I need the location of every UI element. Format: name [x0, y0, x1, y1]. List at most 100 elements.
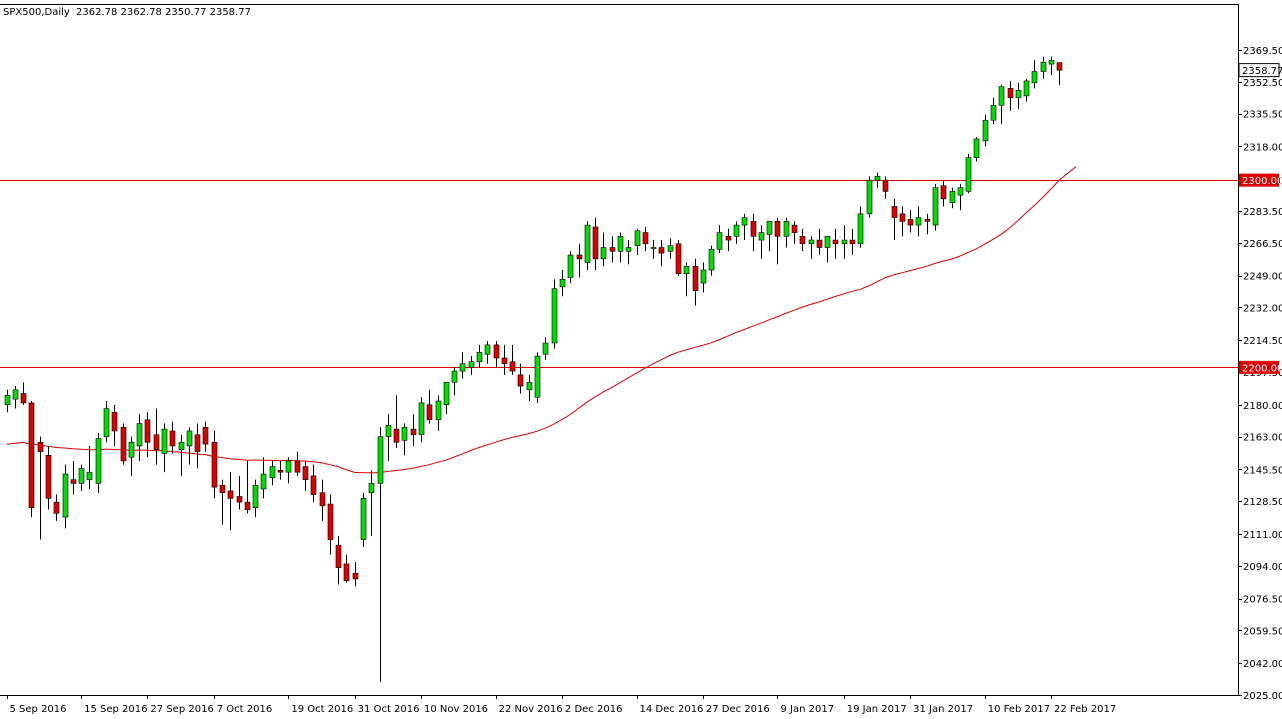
candle[interactable] — [609, 236, 616, 263]
candle[interactable] — [95, 432, 102, 493]
candle[interactable] — [202, 421, 209, 452]
candle[interactable] — [277, 460, 284, 480]
candle[interactable] — [144, 412, 151, 458]
candle[interactable] — [236, 475, 243, 510]
candle[interactable] — [186, 427, 193, 465]
candle[interactable] — [435, 395, 442, 431]
candle[interactable] — [178, 434, 185, 476]
candle[interactable] — [78, 464, 85, 491]
candle[interactable] — [642, 226, 649, 252]
candle[interactable] — [1015, 82, 1022, 110]
candle[interactable] — [758, 225, 765, 259]
candle[interactable] — [62, 464, 69, 529]
candle[interactable] — [45, 445, 52, 510]
candle[interactable] — [252, 479, 259, 518]
candle[interactable] — [451, 367, 458, 396]
candle[interactable] — [816, 228, 823, 256]
candle[interactable] — [468, 356, 475, 375]
candle[interactable] — [733, 221, 740, 244]
candle[interactable] — [650, 240, 657, 259]
candle[interactable] — [244, 460, 251, 514]
candle[interactable] — [509, 344, 516, 375]
candle[interactable] — [683, 262, 690, 297]
candle[interactable] — [302, 460, 309, 491]
candle[interactable] — [111, 404, 118, 446]
candle[interactable] — [841, 225, 848, 259]
candle[interactable] — [136, 414, 143, 461]
candle[interactable] — [410, 414, 417, 446]
candle[interactable] — [700, 262, 707, 293]
candle[interactable] — [932, 183, 939, 231]
candle[interactable] — [617, 232, 624, 263]
candle[interactable] — [4, 389, 11, 413]
candle[interactable] — [493, 341, 500, 368]
candle[interactable] — [426, 389, 433, 424]
candle[interactable] — [708, 245, 715, 276]
candle[interactable] — [53, 494, 60, 521]
candle[interactable] — [783, 217, 790, 248]
candle[interactable] — [20, 382, 27, 405]
candle[interactable] — [915, 206, 922, 237]
candle[interactable] — [517, 363, 524, 394]
candle[interactable] — [418, 397, 425, 443]
candle[interactable] — [957, 183, 964, 211]
candle[interactable] — [459, 352, 466, 379]
candle[interactable] — [1056, 62, 1063, 86]
candle[interactable] — [1040, 56, 1047, 80]
candle[interactable] — [741, 213, 748, 241]
candle[interactable] — [634, 228, 641, 256]
candle[interactable] — [924, 213, 931, 235]
candle[interactable] — [998, 84, 1005, 124]
candle[interactable] — [327, 494, 334, 555]
candle[interactable] — [600, 232, 607, 267]
candle[interactable] — [501, 344, 508, 375]
candle[interactable] — [319, 479, 326, 521]
candle[interactable] — [592, 217, 599, 270]
candle[interactable] — [849, 228, 856, 256]
candle[interactable] — [1031, 60, 1038, 89]
candle[interactable] — [37, 436, 44, 540]
candle[interactable] — [576, 243, 583, 278]
candle[interactable] — [12, 386, 19, 409]
candle[interactable] — [120, 423, 127, 465]
candle[interactable] — [1007, 80, 1014, 111]
candle[interactable] — [940, 180, 947, 207]
candle[interactable] — [360, 492, 367, 548]
candle[interactable] — [269, 460, 276, 486]
candle[interactable] — [343, 554, 350, 583]
candle[interactable] — [285, 457, 292, 484]
candle[interactable] — [965, 153, 972, 194]
candle[interactable] — [542, 337, 549, 360]
candle[interactable] — [227, 472, 234, 531]
candle[interactable] — [1048, 56, 1055, 76]
candle[interactable] — [169, 421, 176, 454]
candle[interactable] — [28, 401, 35, 518]
candle[interactable] — [559, 269, 566, 297]
candle[interactable] — [260, 457, 267, 499]
candle[interactable] — [658, 240, 665, 267]
candle[interactable] — [750, 213, 757, 252]
candle[interactable] — [625, 240, 632, 265]
candle[interactable] — [377, 427, 384, 682]
candle[interactable] — [526, 374, 533, 402]
candle[interactable] — [799, 228, 806, 252]
candle[interactable] — [725, 228, 732, 252]
candle[interactable] — [808, 236, 815, 259]
candle[interactable] — [368, 470, 375, 536]
candle[interactable] — [476, 344, 483, 368]
candle[interactable] — [675, 240, 682, 276]
candle[interactable] — [310, 464, 317, 503]
candle[interactable] — [551, 279, 558, 349]
candle[interactable] — [891, 198, 898, 241]
candle[interactable] — [584, 221, 591, 270]
candle[interactable] — [874, 172, 881, 188]
candle[interactable] — [667, 238, 674, 259]
candle[interactable] — [484, 341, 491, 364]
candle[interactable] — [294, 451, 301, 476]
candle[interactable] — [899, 206, 906, 237]
candle[interactable] — [791, 221, 798, 244]
candle[interactable] — [401, 423, 408, 456]
candle[interactable] — [211, 430, 218, 499]
candle[interactable] — [103, 401, 110, 443]
candle[interactable] — [949, 187, 956, 209]
